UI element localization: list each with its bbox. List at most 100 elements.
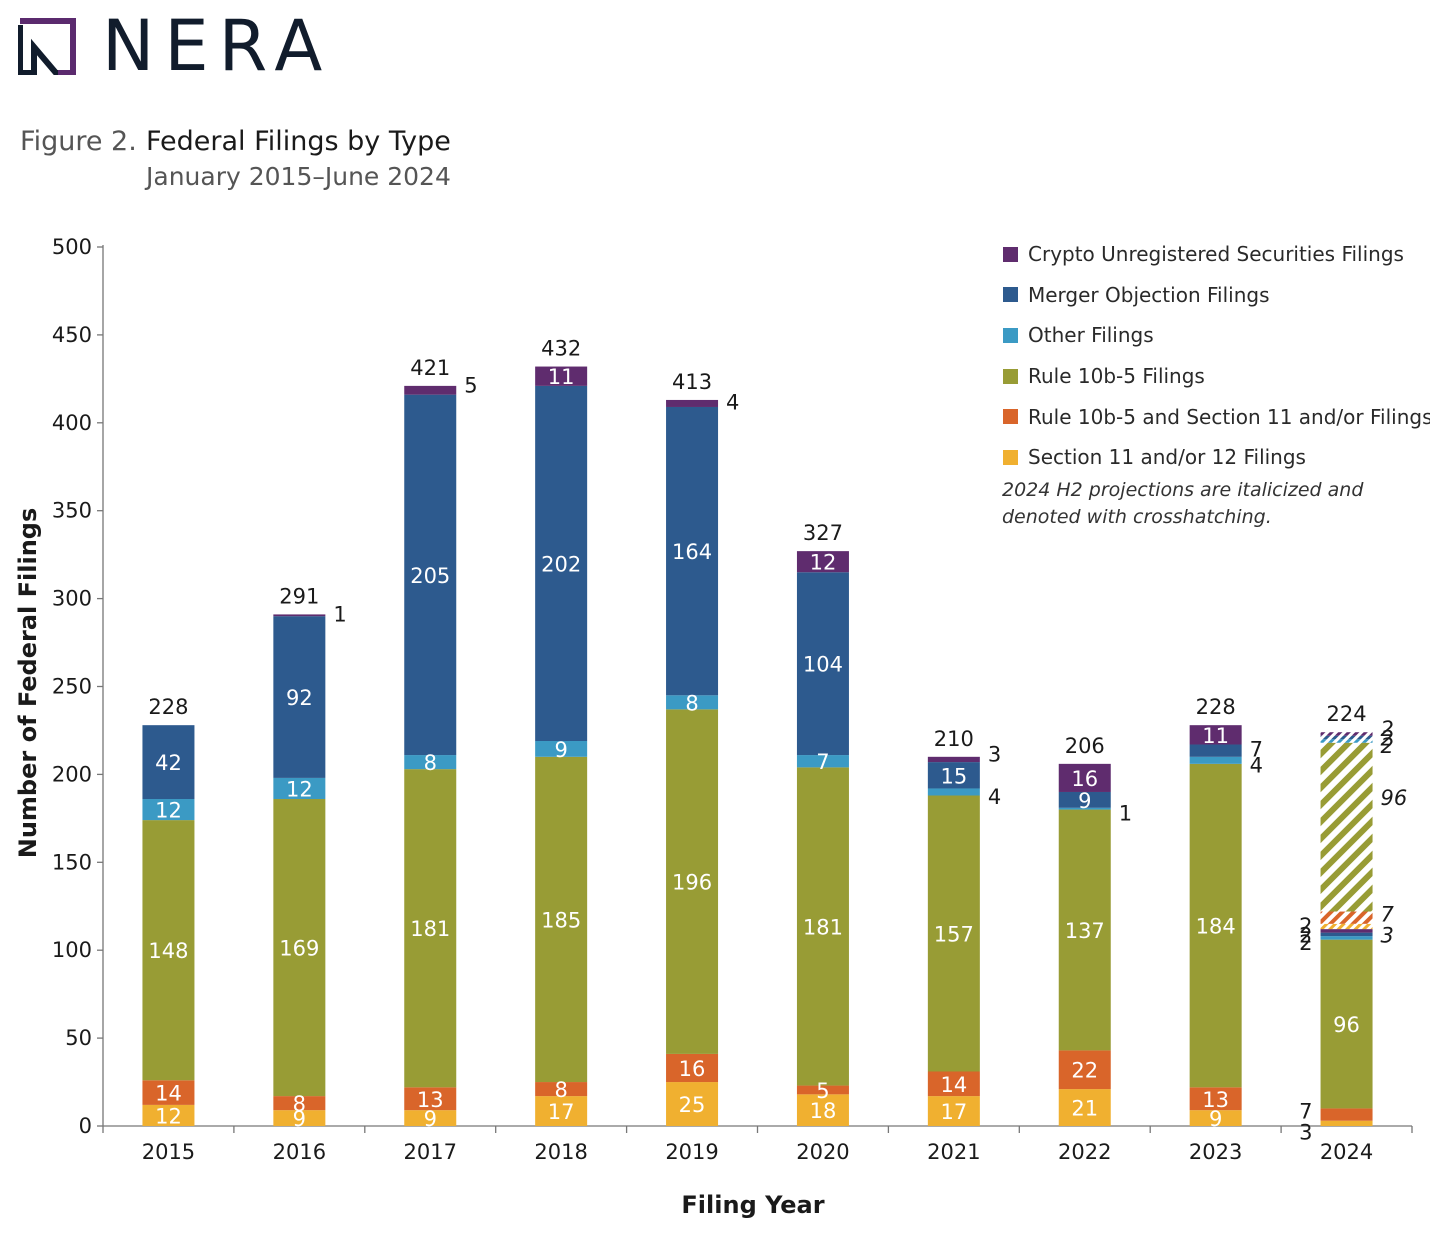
projected-data-label: 2	[1381, 717, 1394, 741]
y-tick-label: 250	[52, 675, 92, 699]
data-label: 11	[548, 365, 575, 389]
y-tick-label: 350	[52, 499, 92, 523]
data-label: 185	[541, 908, 581, 932]
bar-segment	[796, 755, 849, 768]
data-label: 16	[679, 1057, 706, 1081]
projected-data-label: 96	[1381, 786, 1408, 810]
legend-label: Section 11 and/or 12 Filings	[1028, 445, 1306, 470]
bar-segment	[666, 1053, 719, 1083]
bar-segment	[1058, 791, 1111, 808]
total-label: 210	[934, 727, 974, 751]
projected-data-label: 2	[1381, 734, 1394, 758]
total-label: 224	[1327, 702, 1367, 726]
legend-label: Rule 10b-5 Filings	[1028, 364, 1205, 389]
data-label: 5	[816, 1079, 829, 1103]
data-label: 4	[1250, 753, 1263, 777]
data-label: 12	[810, 551, 837, 575]
bar-segment-projected	[1320, 742, 1373, 912]
legend-item-crypto: Crypto Unregistered Securities Filings	[1003, 234, 1430, 275]
bar-segment	[666, 695, 719, 710]
figure-label: Figure 2.	[20, 126, 137, 157]
data-label: 14	[155, 1082, 182, 1106]
total-label: 228	[148, 695, 188, 719]
x-axis: 2015 2016 2017 2018 2019 2020 2021 2022 2023 2024	[102, 1125, 1413, 1164]
legend-label: Other Filings	[1028, 323, 1154, 348]
bar-segment	[142, 799, 195, 821]
total-label: 432	[541, 337, 581, 361]
legend-item-other: Other Filings	[1003, 315, 1430, 356]
bar-segment	[1320, 936, 1373, 940]
bar-segment	[535, 756, 588, 1083]
x-tick-label: 2018	[534, 1140, 587, 1164]
data-label: 4	[726, 390, 739, 414]
bar-segment	[1189, 763, 1242, 1088]
data-label: 14	[940, 1073, 967, 1097]
bar-segment	[1320, 932, 1373, 937]
data-label: 96	[1333, 1013, 1360, 1037]
bar-segment	[1058, 763, 1111, 792]
data-label: 8	[685, 691, 698, 715]
x-tick-label: 2021	[927, 1140, 980, 1164]
bar-segment-projected	[1320, 735, 1373, 740]
legend-item-rule10b5: Rule 10b-5 Filings	[1003, 356, 1430, 397]
data-label: 7	[1299, 1100, 1312, 1124]
bar-segment	[1058, 1089, 1111, 1126]
brand-name: NERA	[102, 5, 333, 87]
data-label: 22	[1071, 1059, 1098, 1083]
bar-segment	[142, 820, 195, 1081]
bar-segment	[404, 385, 457, 395]
y-tick-label: 150	[52, 850, 92, 874]
legend-swatch-rule10b5-sec11	[1003, 409, 1018, 425]
data-labels-group: 1214148124222898169129212919131818205542…	[148, 337, 1407, 1145]
data-label: 9	[554, 738, 567, 762]
legend: Crypto Unregistered Securities Filings M…	[1003, 234, 1430, 478]
figure-subtitle: January 2015–June 2024	[146, 162, 451, 191]
bar-segment	[1320, 1120, 1373, 1126]
data-label: 9	[1078, 789, 1091, 813]
data-label: 164	[672, 540, 712, 564]
bar-segment	[273, 799, 326, 1097]
data-label: 42	[155, 751, 182, 775]
bar-segment	[1320, 939, 1373, 1109]
bar-segment	[273, 1110, 326, 1126]
x-tick-label: 2016	[273, 1140, 326, 1164]
bar-segment-projected	[1320, 923, 1373, 930]
legend-note-line: 2024 H2 projections are italicized and	[1002, 479, 1364, 501]
y-axis: 0 50 100 150 200 250 300 350 400 450 500	[52, 235, 104, 1138]
data-label: 137	[1065, 919, 1105, 943]
data-label: 18	[810, 1099, 837, 1123]
projected-data-label: 2	[1381, 726, 1394, 750]
bar-segment	[1058, 809, 1111, 1051]
bar-series-group	[142, 366, 1373, 1126]
data-label: 13	[417, 1088, 444, 1112]
data-label: 8	[293, 1092, 306, 1116]
data-label: 202	[541, 552, 581, 576]
legend-swatch-merger	[1003, 287, 1018, 303]
data-label: 205	[410, 564, 450, 588]
bar-segment	[796, 1085, 849, 1095]
data-label: 169	[279, 937, 319, 961]
data-label: 17	[548, 1100, 575, 1124]
y-tick-label: 50	[65, 1026, 92, 1050]
data-label: 157	[934, 922, 974, 946]
bar-segment	[1320, 1108, 1373, 1121]
data-label: 11	[1202, 724, 1229, 748]
bar-segment	[927, 1071, 980, 1097]
bar-segment	[535, 1082, 588, 1097]
bar-segment	[142, 1104, 195, 1126]
bar-segment	[142, 725, 195, 800]
x-tick-label: 2024	[1320, 1140, 1373, 1164]
legend-item-merger: Merger Objection Filings	[1003, 275, 1430, 316]
data-label: 181	[410, 917, 450, 941]
data-label: 8	[554, 1078, 567, 1102]
bar-segment	[535, 740, 588, 757]
bar-segment	[666, 709, 719, 1054]
bar-segment	[927, 762, 980, 789]
bar-segment	[142, 1080, 195, 1105]
projected-data-label: 3	[1381, 923, 1394, 947]
total-label: 421	[410, 356, 450, 380]
bar-segment	[273, 1096, 326, 1111]
data-label: 9	[424, 1107, 437, 1131]
data-label: 2	[1299, 914, 1312, 938]
